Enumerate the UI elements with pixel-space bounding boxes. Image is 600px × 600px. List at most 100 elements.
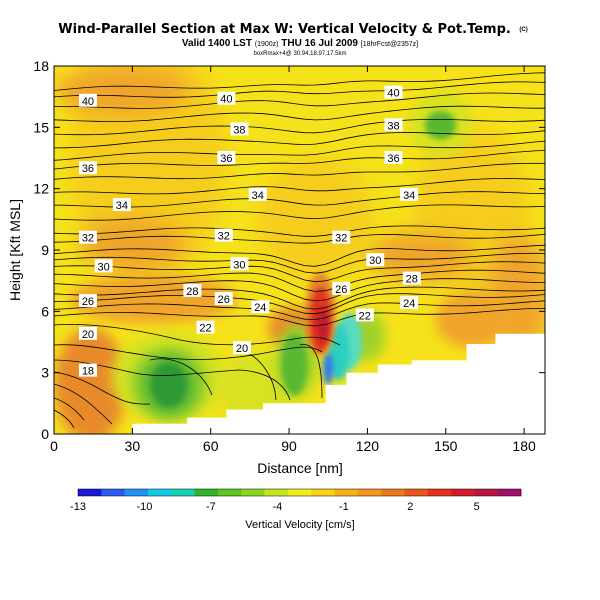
colorbar-swatch bbox=[381, 489, 405, 496]
colorbar-swatch bbox=[264, 489, 289, 496]
colorbar-swatch bbox=[101, 489, 125, 496]
contour-label: 40 bbox=[384, 85, 403, 100]
svg-text:Wind-Parallel Section at Max W: Wind-Parallel Section at Max W: Vertical… bbox=[58, 22, 527, 37]
contour-label: 20 bbox=[233, 341, 252, 355]
contour-label-text: 32 bbox=[335, 233, 347, 245]
contour-label-text: 28 bbox=[186, 286, 198, 298]
x-tick-label: 150 bbox=[434, 438, 458, 454]
contour-label-text: 30 bbox=[233, 259, 245, 271]
subtitle-utc: (1900z) bbox=[255, 41, 279, 48]
theta-contour-line bbox=[54, 252, 545, 274]
contour-label-text: 40 bbox=[82, 96, 94, 108]
theta-contour-line bbox=[54, 234, 545, 244]
theta-contour-line bbox=[54, 409, 75, 429]
small-note: boxRmax+4@ 30.94,18.97,17.5km bbox=[254, 51, 347, 57]
contour-label-text: 36 bbox=[220, 153, 232, 165]
contour-label: 36 bbox=[217, 151, 236, 165]
theta-contour-line bbox=[54, 178, 545, 195]
y-tick-label: 18 bbox=[33, 58, 49, 74]
x-tick-label: 30 bbox=[125, 438, 141, 454]
theta-contour-line bbox=[54, 383, 113, 425]
svg-text:Valid 1400 LST (1900z): Valid 1400 LST (1900z) THU 16 Jul 2009 [… bbox=[182, 38, 418, 49]
contour-label: 34 bbox=[400, 187, 419, 202]
colorbar-swatch bbox=[497, 489, 522, 496]
theta-contour-line bbox=[54, 191, 545, 208]
theta-contour-line bbox=[54, 323, 341, 346]
chart-title: Wind-Parallel Section at Max W: Vertical… bbox=[58, 22, 511, 37]
theta-contour-line bbox=[54, 371, 151, 405]
colorbar-tick-label: -7 bbox=[206, 501, 216, 513]
velocity-blob-cyan bbox=[328, 323, 350, 381]
contour-label-text: 32 bbox=[218, 231, 230, 243]
contour-label: 40 bbox=[217, 91, 236, 106]
contour-label-text: 38 bbox=[233, 124, 245, 136]
contour-label-text: 18 bbox=[82, 366, 94, 378]
y-tick-label: 15 bbox=[33, 119, 49, 135]
contour-label: 22 bbox=[196, 320, 215, 335]
contour-label-text: 22 bbox=[359, 310, 371, 322]
velocity-blob-orange bbox=[367, 231, 472, 281]
colorbar-swatch bbox=[171, 489, 195, 496]
contour-label: 26 bbox=[332, 281, 351, 296]
contour-label-text: 26 bbox=[82, 296, 94, 308]
colorbar: -13 -10 -7 -4 -1 2 5 bbox=[70, 488, 522, 513]
velocity-blob-light-orange bbox=[257, 158, 373, 281]
contour-label-text: 34 bbox=[116, 200, 128, 212]
subtitle-run: [18hrFcst@2357z] bbox=[361, 41, 418, 48]
theta-contour-line bbox=[54, 269, 545, 292]
theta-contour-line bbox=[54, 397, 85, 421]
contour-label-text: 22 bbox=[199, 323, 211, 335]
y-tick-label: 12 bbox=[33, 181, 49, 197]
theta-contour-line bbox=[299, 344, 323, 399]
colorbar-swatch bbox=[474, 489, 498, 496]
contour-label: 34 bbox=[112, 198, 131, 212]
contour-label: 24 bbox=[251, 300, 270, 314]
colorbar-tick-label: 2 bbox=[407, 501, 413, 513]
contour-label-text: 30 bbox=[369, 255, 381, 267]
terrain bbox=[54, 333, 545, 434]
theta-contour-line bbox=[54, 130, 545, 149]
colorbar-tick-label: -10 bbox=[136, 501, 152, 513]
contour-label-text: 28 bbox=[406, 274, 418, 286]
contour-label: 30 bbox=[230, 257, 249, 271]
contour-label: 32 bbox=[332, 230, 351, 245]
contour-label-text: 26 bbox=[218, 294, 230, 306]
colorbar-swatch bbox=[357, 489, 382, 496]
contour-label: 38 bbox=[230, 122, 249, 136]
contour-label-text: 40 bbox=[220, 94, 232, 106]
theta-contour-line bbox=[54, 150, 545, 170]
contour-label-text: 36 bbox=[387, 153, 399, 165]
colorbar-frame bbox=[77, 488, 522, 497]
x-tick-label: 180 bbox=[512, 438, 536, 454]
theta-contour-line bbox=[54, 162, 545, 180]
colorbar-tick-label: -13 bbox=[70, 501, 86, 513]
contour-label-text: 26 bbox=[335, 284, 347, 296]
colorbar-swatch bbox=[451, 489, 475, 496]
contour-label-text: 20 bbox=[236, 343, 248, 355]
contour-label: 30 bbox=[94, 259, 113, 273]
contour-label: 28 bbox=[183, 283, 202, 298]
colorbar-swatch bbox=[311, 489, 335, 496]
contour-label: 38 bbox=[384, 118, 403, 132]
contour-label-text: 34 bbox=[403, 190, 415, 202]
plot-area: 40 40 40 38 38 36 36 36 34 34 34 32 32 32 30 30 30 28 28 26… bbox=[54, 66, 545, 434]
theta-contour-line bbox=[54, 105, 545, 123]
y-tick-label: 6 bbox=[41, 303, 49, 319]
contour-label-text: 36 bbox=[82, 163, 94, 175]
contour-label-text: 20 bbox=[82, 329, 94, 341]
chart-title-block: Wind-Parallel Section at Max W: Vertical… bbox=[58, 22, 527, 57]
theta-contour-line bbox=[54, 293, 545, 315]
contour-label: 26 bbox=[78, 294, 97, 308]
colorbar-swatch bbox=[217, 489, 242, 496]
colorbar-tick-label: -4 bbox=[272, 501, 282, 513]
theta-contour-line bbox=[54, 244, 545, 267]
contour-label-text: 40 bbox=[387, 88, 399, 100]
theta-contour-line bbox=[54, 72, 545, 91]
contour-label: 30 bbox=[366, 253, 385, 267]
y-tick-label: 0 bbox=[41, 426, 49, 442]
colorbar-label: Vertical Velocity [cm/s] bbox=[245, 519, 354, 531]
contour-label-text: 38 bbox=[387, 120, 399, 132]
colorbar-swatch bbox=[241, 489, 265, 496]
theta-contour-labels: 40 40 40 38 38 36 36 36 34 34 34 32 32 32 30 30 30 28 28 26… bbox=[78, 85, 421, 378]
